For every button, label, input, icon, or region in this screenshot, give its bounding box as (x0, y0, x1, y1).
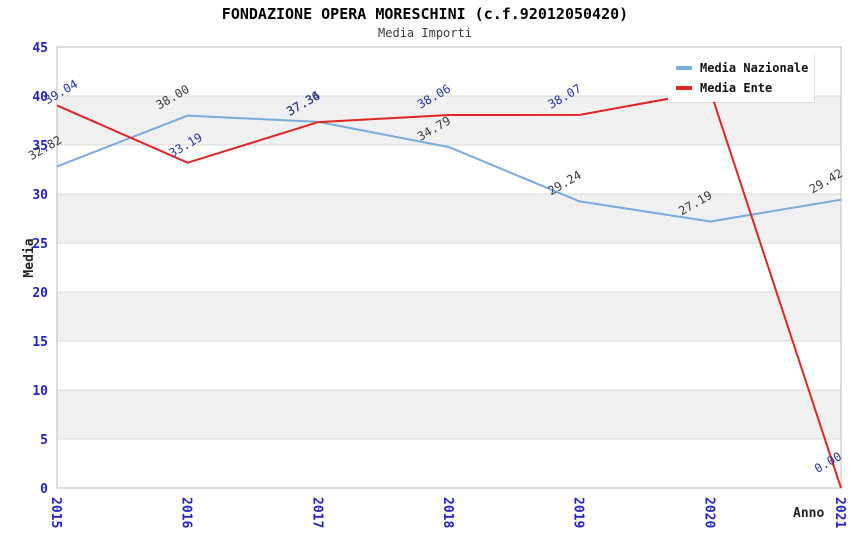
y-tick-label: 15 (32, 335, 48, 350)
x-tick-label: 2018 (440, 497, 455, 528)
y-tick-label: 45 (32, 41, 48, 56)
plot-band (57, 292, 841, 341)
y-tick-label: 0 (40, 482, 48, 497)
y-tick-label: 35 (32, 139, 48, 154)
legend-label-media-nazionale: Media Nazionale (700, 60, 809, 75)
chart-subtitle: Media Importi (378, 26, 472, 40)
plot-band (57, 390, 841, 439)
legend: Media Nazionale Media Ente (668, 53, 814, 102)
legend-label-media-ente: Media Ente (700, 80, 773, 95)
plot-border (56, 46, 842, 489)
x-axis-title: Anno (793, 506, 825, 521)
x-tick-label: 2016 (179, 497, 194, 528)
data-label-media-nazionale: 29.42 (807, 166, 845, 196)
y-tick-label: 20 (32, 286, 48, 301)
x-tick-label: 2020 (701, 497, 716, 528)
x-tick-label: 2017 (309, 497, 324, 528)
y-tick-label: 30 (32, 188, 48, 203)
legend-dash-media-ente (676, 85, 692, 90)
y-tick-label: 5 (40, 433, 48, 448)
x-tick-label: 2019 (571, 497, 586, 528)
x-tick-label: 2015 (48, 497, 63, 528)
series-line-media-nazionale (56, 114, 842, 223)
x-tick-label: 2021 (832, 497, 847, 528)
plot-band (57, 96, 841, 145)
y-tick-label: 10 (32, 384, 48, 399)
legend-dash-media-nazionale (676, 65, 692, 70)
legend-item-media-nazionale: Media Nazionale (676, 61, 814, 75)
chart-title: FONDAZIONE OPERA MORESCHINI (c.f.9201205… (221, 5, 629, 23)
data-label-media-ente: 0.00 (812, 449, 844, 476)
plot-band (57, 194, 841, 243)
legend-item-media-ente: Media Ente (676, 81, 814, 95)
data-label-media-nazionale: 32.82 (26, 133, 64, 163)
y-tick-label: 25 (32, 237, 48, 252)
y-tick-label: 40 (32, 90, 48, 105)
